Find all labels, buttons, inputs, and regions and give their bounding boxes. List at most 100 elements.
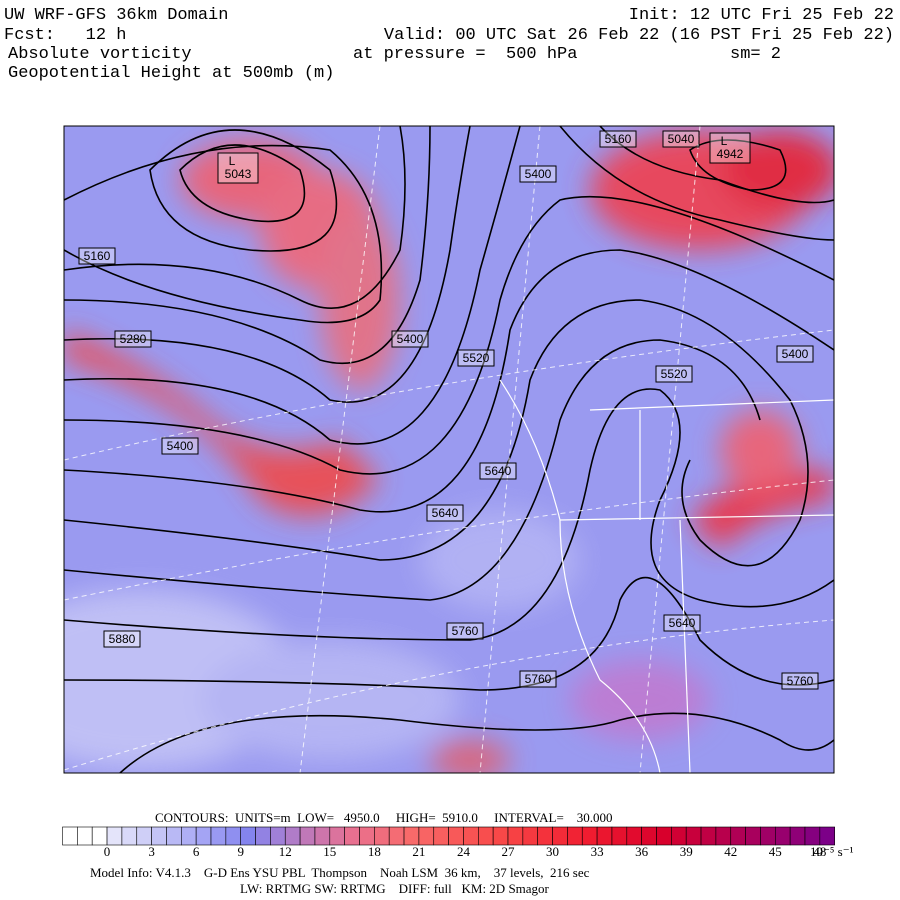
- label-box: [479, 462, 517, 480]
- colorbar-box: [91, 826, 108, 846]
- colorbar-box: [641, 826, 657, 846]
- colorbar-box: [181, 826, 197, 846]
- colorbar-box: [374, 826, 390, 846]
- colorbar-label: 3: [148, 844, 155, 859]
- label-box: [655, 365, 693, 383]
- map: [64, 126, 834, 773]
- colorbar-box: [418, 826, 435, 846]
- colorbar-box: [656, 826, 672, 846]
- colorbar-box: [626, 826, 642, 846]
- contour-label: 5520: [661, 367, 688, 381]
- contour-label: 5760: [525, 672, 552, 686]
- label-box: [103, 630, 141, 648]
- colorbar-box: [507, 826, 524, 846]
- contour-label: 5160: [605, 132, 632, 146]
- field: Absolute vorticity: [8, 45, 192, 64]
- low-symbol: L: [721, 134, 728, 148]
- contour-label: 5400: [167, 439, 194, 453]
- contour-label: 5880: [109, 632, 136, 646]
- colorbar-box: [106, 826, 123, 846]
- colorbar-box: [195, 826, 212, 846]
- map-frame: [63, 125, 835, 774]
- colorbar-label: 24: [457, 844, 471, 859]
- colorbar-box: [314, 826, 331, 846]
- colorbar-label: 30: [546, 844, 559, 859]
- colorbar-label: 33: [591, 844, 604, 859]
- smoothing: sm= 2: [730, 45, 781, 64]
- low-symbol: L: [229, 154, 236, 168]
- colorbar-box: [745, 826, 761, 846]
- label-box: [776, 345, 814, 363]
- colorbar-box: [671, 826, 687, 846]
- colorbar-box: [715, 826, 732, 846]
- colorbar-box: [552, 826, 568, 846]
- label-box: [663, 614, 701, 632]
- colorbar-label: 42: [724, 844, 737, 859]
- label-box: [457, 349, 495, 367]
- colorbar-label: 45: [769, 844, 782, 859]
- contour-label: 5640: [432, 506, 459, 520]
- colorbar-label: 12: [279, 844, 292, 859]
- contour-label: 5640: [485, 464, 512, 478]
- colorbar-box: [77, 826, 93, 846]
- colorbar-box: [136, 826, 152, 846]
- contour-info: CONTOURS: UNITS=m LOW= 4950.0 HIGH= 5910…: [155, 810, 613, 825]
- colorbar-box: [789, 826, 806, 846]
- colorbar-unit: 10⁻⁵ s⁻¹: [810, 844, 854, 859]
- colorbar-label: 21: [412, 844, 425, 859]
- contour-label: 5400: [397, 332, 424, 346]
- contour-label: 5400: [525, 167, 552, 181]
- colorbar-box: [329, 826, 345, 846]
- colorbar-label: 27: [502, 844, 516, 859]
- model-info: Model Info: V4.1.3 G-D Ens YSU PBL Thomp…: [90, 865, 590, 880]
- colorbar-box: [433, 826, 449, 846]
- colorbar-box: [567, 826, 583, 846]
- pressure: at pressure = 500 hPa: [353, 45, 577, 64]
- colorbar-box: [730, 826, 746, 846]
- colorbar-box: [819, 826, 835, 846]
- colorbar-box: [255, 826, 271, 846]
- colorbar-box: [700, 826, 717, 846]
- colorbar-box: [121, 826, 138, 846]
- contour-label: 5520: [463, 351, 490, 365]
- label-box: [599, 130, 637, 148]
- contour-label: 5760: [787, 674, 814, 688]
- low-value: 4942: [717, 147, 744, 161]
- contour-label: 5400: [782, 347, 809, 361]
- contour-label: 5760: [452, 624, 479, 638]
- colorbar-label: 9: [237, 844, 244, 859]
- colorbar-label: 48: [813, 844, 826, 859]
- colorbar-box: [522, 826, 538, 846]
- colorbar-box: [774, 826, 791, 846]
- contour-label: 5280: [120, 332, 147, 346]
- contour-label: 5640: [669, 616, 696, 630]
- colorbar-box: [463, 826, 479, 846]
- colorbar-box: [151, 826, 167, 846]
- label-box: [161, 437, 199, 455]
- colorbar-box: [388, 826, 405, 846]
- label-box: [78, 247, 116, 265]
- colorbar: 0 3 6 9 12 15 18 21 24 27 30 33 36 39 42 45 48: [62, 826, 835, 859]
- colorbar-box: [359, 826, 375, 846]
- label-box: [426, 504, 464, 522]
- colorbar-box: [240, 826, 256, 846]
- label-box: [391, 330, 429, 348]
- label-box: [114, 330, 152, 348]
- low-value: 5043: [225, 167, 252, 181]
- contour-label: 5160: [84, 249, 111, 263]
- colorbar-label: 39: [680, 844, 693, 859]
- physics-info: LW: RRTMG SW: RRTMG DIFF: full KM: 2D Sm…: [240, 881, 550, 896]
- colorbar-box: [537, 826, 553, 846]
- colorbar-label: 6: [193, 844, 200, 859]
- field: Geopotential Height at 500mb (m): [8, 64, 334, 83]
- contour-labels: 5160 5040 5400 5160 5280 5400 5520 5400 5520 5400…: [78, 130, 819, 690]
- colorbar-box: [611, 826, 628, 846]
- colorbar-box: [760, 826, 776, 846]
- valid: Valid: 00 UTC Sat 26 Feb 22 (16 PST Fri …: [384, 26, 894, 45]
- label-box: [519, 165, 557, 183]
- colorbar-box: [448, 826, 464, 846]
- colorbar-box: [581, 826, 598, 846]
- colorbar-box: [804, 826, 821, 846]
- colorbar-label: 15: [323, 844, 336, 859]
